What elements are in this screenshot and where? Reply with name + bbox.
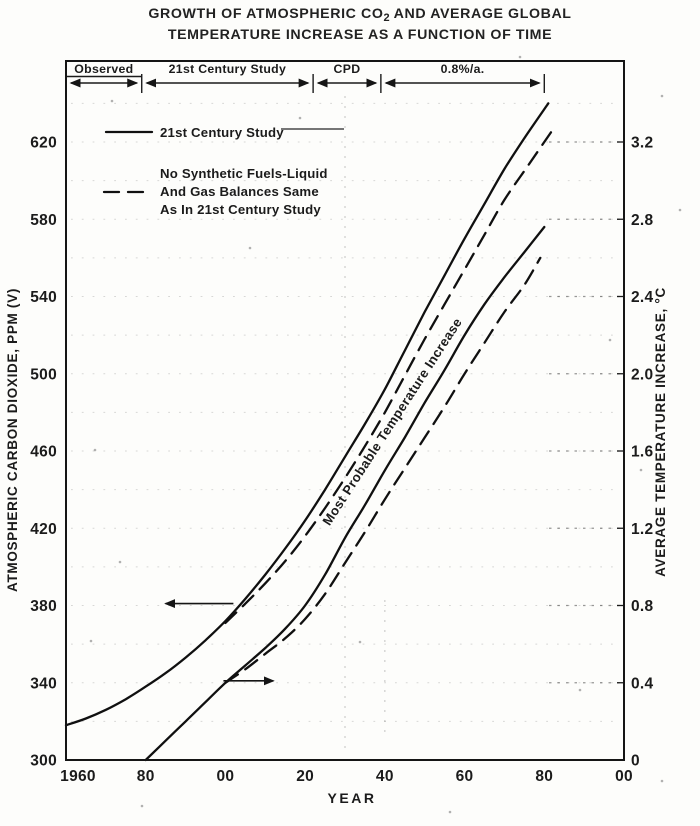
y-left-tick-label: 500 xyxy=(30,366,57,383)
x-tick-label: 20 xyxy=(296,768,314,785)
y-left-tick-label: 620 xyxy=(30,135,57,152)
legend-label-dashed-2: And Gas Balances Same xyxy=(160,184,319,199)
y-left-tick-label: 340 xyxy=(30,675,57,692)
y-right-tick-label: 0 xyxy=(631,753,640,770)
axis-pointer-arrows xyxy=(164,599,275,686)
phase-label-observed: Observed xyxy=(74,62,133,76)
phase-label-cpd: CPD xyxy=(334,62,361,76)
x-tick-label: 80 xyxy=(535,768,553,785)
phase-label-21st-century-study: 21st Century Study xyxy=(169,62,286,76)
y-right-tick-label: 3.2 xyxy=(631,135,653,152)
x-axis-title: YEAR xyxy=(328,790,377,806)
scan-speck xyxy=(448,810,452,814)
curve-co2-dashed xyxy=(224,129,554,625)
scan-speck xyxy=(93,448,97,452)
scan-speck xyxy=(639,468,643,472)
scan-speck xyxy=(118,560,122,564)
scan-speck xyxy=(89,639,93,643)
y-right-tick-label: 1.2 xyxy=(631,521,653,538)
x-tick-label: 80 xyxy=(137,768,155,785)
y-axis-right-title: AVERAGE TEMPERATURE INCREASE, °C xyxy=(653,287,668,577)
title-co2-subscript: 2 xyxy=(383,12,390,24)
title-part1: GROWTH OF ATMOSPHERIC CO xyxy=(148,6,384,22)
phase-bar: Observed 21st Century Study CPD 0.8%/a. xyxy=(66,62,545,93)
scan-speck xyxy=(358,640,362,644)
y-axis-left-title: ATMOSPHERIC CARBON DIOXIDE, PPM (V) xyxy=(5,288,20,592)
y-left-tick-label: 380 xyxy=(30,598,57,615)
scan-speck xyxy=(678,208,682,212)
x-tick-label: 00 xyxy=(615,768,633,785)
y-right-tick-label: 1.6 xyxy=(631,444,654,461)
scan-speck xyxy=(248,246,252,250)
y-left-tick-label: 300 xyxy=(30,753,57,770)
curve-temp-solid xyxy=(144,225,546,762)
y-right-tick-label: 0.8 xyxy=(631,598,654,615)
y-left-tick-label: 540 xyxy=(30,289,57,306)
chart-title-line2: TEMPERATURE INCREASE AS A FUNCTION OF TI… xyxy=(167,26,553,43)
x-tick-label: 40 xyxy=(376,768,394,785)
x-tick-label: 60 xyxy=(456,768,474,785)
data-curves xyxy=(64,102,554,762)
y-left-tick-label: 420 xyxy=(30,521,57,538)
y-right-tick-label: 2.4 xyxy=(631,289,654,306)
x-tick-label: 00 xyxy=(217,768,235,785)
chart-title-line1: GROWTH OF ATMOSPHERIC CO2 AND AVERAGE GL… xyxy=(30,6,690,27)
title-part2: AND AVERAGE GLOBAL xyxy=(389,6,572,22)
curve-temp-dashed xyxy=(224,256,542,684)
y-right-tick-label: 0.4 xyxy=(631,675,654,692)
scan-speck xyxy=(518,55,522,59)
grid-layer xyxy=(71,96,620,756)
y-left-tick-label: 580 xyxy=(30,212,57,229)
scan-speck xyxy=(608,338,612,342)
legend-label-dashed-3: As In 21st Century Study xyxy=(160,202,321,217)
legend: 21st Century Study No Synthetic Fuels-Li… xyxy=(102,125,344,217)
y-right-tick-label: 2.8 xyxy=(631,212,654,229)
curve-annotation: Most Probable Temperature Increase xyxy=(319,315,465,528)
scan-noise xyxy=(89,55,682,814)
x-tick-label: 1960 xyxy=(60,768,96,785)
scan-speck xyxy=(110,99,114,103)
scan-speck xyxy=(578,688,582,692)
scan-speck xyxy=(660,94,664,98)
plot-frame xyxy=(65,60,625,761)
axis-ticks: 1960 80 00 20 40 60 80 00 300 340 380 420 460 500 540 5… xyxy=(30,135,653,786)
curve-co2-solid xyxy=(64,102,550,727)
scan-speck xyxy=(140,804,144,808)
legend-label-solid: 21st Century Study xyxy=(160,125,284,140)
legend-label-dashed-1: No Synthetic Fuels-Liquid xyxy=(160,166,328,181)
chart-title: GROWTH OF ATMOSPHERIC CO2 AND AVERAGE GL… xyxy=(30,6,690,43)
y-left-tick-label: 460 xyxy=(30,444,57,461)
y-right-tick-label: 2.0 xyxy=(631,366,653,383)
scan-speck xyxy=(298,116,302,120)
phase-label-0-8-a-: 0.8%/a. xyxy=(441,62,485,76)
scan-speck xyxy=(660,779,664,783)
